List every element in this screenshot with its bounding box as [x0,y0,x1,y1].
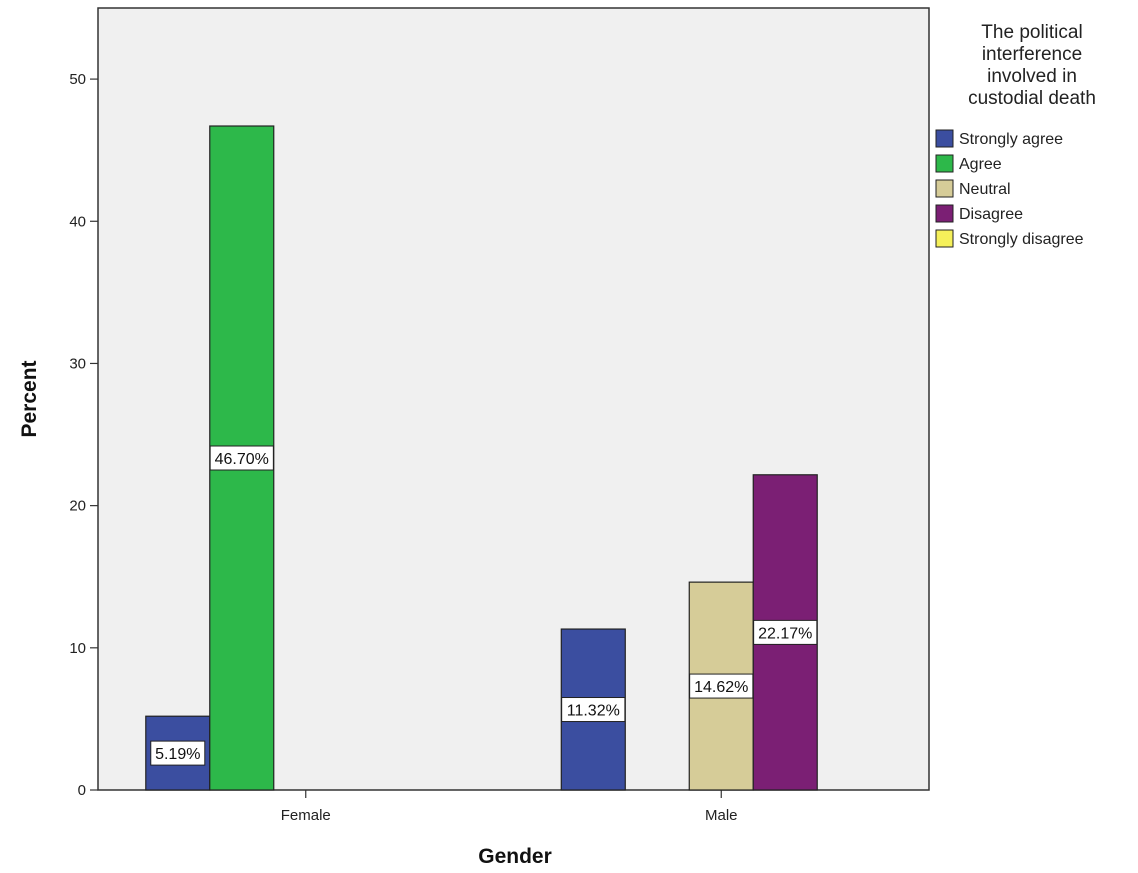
data-label-box [753,619,818,645]
data-label-group: 5.19% [150,740,206,766]
legend-title-line: The political [981,22,1082,43]
legend-swatch-strongly-agree [935,129,954,148]
data-label: 22.17% [758,625,812,642]
legend-swatch-disagree [935,204,954,223]
y-axis: 0 10 20 30 40 50 [69,71,98,799]
data-label-box [209,445,274,471]
data-label-box [689,673,754,699]
legend-label-agree: Agree [959,156,1002,173]
data-label-box [150,740,206,766]
legend-swatch-strongly-disagree [935,229,954,248]
x-tick-label-male: Male [705,807,738,824]
legend-swatch-neutral [935,179,954,198]
legend-label-neutral: Neutral [959,181,1011,198]
y-tick-label: 20 [69,498,86,515]
legend-title-line: involved in [987,66,1077,87]
x-tick-label-female: Female [281,807,331,824]
data-label-group: 46.70% [209,445,274,471]
y-tick-label: 0 [78,782,86,799]
legend-label-strongly-agree: Strongly agree [959,131,1063,148]
y-tick-label: 10 [69,640,86,657]
y-axis-title: Percent [18,360,41,437]
legend-title-line: custodial death [968,88,1096,109]
data-label: 46.70% [215,451,269,468]
data-label: 5.19% [155,746,200,763]
legend-swatch-agree [935,154,954,173]
legend-label-disagree: Disagree [959,206,1023,223]
data-label-group: 11.32% [561,697,626,723]
y-tick-label: 30 [69,355,86,372]
legend-title-line: interference [982,44,1082,65]
data-label-group: 14.62% [689,673,754,699]
legend-label-strongly-disagree: Strongly disagree [959,231,1084,248]
data-label: 14.62% [694,679,748,696]
y-tick-label: 50 [69,71,86,88]
data-label: 11.32% [567,703,620,720]
x-axis: Female Male [281,790,738,824]
y-tick-label: 40 [69,213,86,230]
data-labels: 5.19% 11.32% 46.70% 14.62% 22.17% [150,445,818,766]
data-label-box [561,697,626,723]
x-axis-title: Gender [478,845,552,868]
data-label-group: 22.17% [753,619,818,645]
